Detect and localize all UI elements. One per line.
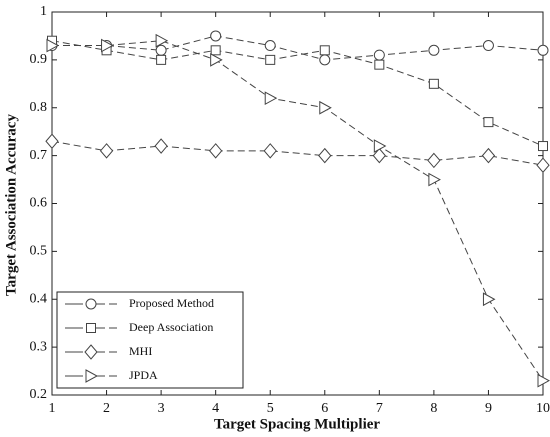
series-line xyxy=(51,40,544,147)
marker xyxy=(155,44,167,56)
y-tick-label: 0.6 xyxy=(30,196,48,211)
marker xyxy=(264,40,276,52)
marker xyxy=(46,38,60,53)
marker xyxy=(84,344,98,360)
y-tick-label: 0.5 xyxy=(30,244,48,259)
marker xyxy=(427,152,441,169)
marker xyxy=(210,30,222,42)
y-tick-label: 0.7 xyxy=(30,148,48,163)
marker xyxy=(373,49,385,61)
marker xyxy=(210,53,223,67)
x-tick-label: 9 xyxy=(485,401,492,416)
marker xyxy=(482,40,494,52)
x-tick-label: 3 xyxy=(158,401,165,416)
x-tick-label: 10 xyxy=(536,401,550,416)
x-axis-label: Target Spacing Multiplier xyxy=(214,416,380,432)
marker xyxy=(428,172,441,187)
marker xyxy=(481,147,496,164)
legend-label: Proposed Method xyxy=(129,296,214,310)
marker xyxy=(372,147,386,164)
marker xyxy=(210,45,221,56)
marker xyxy=(45,133,59,150)
marker xyxy=(86,323,96,333)
marker xyxy=(319,45,330,56)
series-line xyxy=(51,140,544,166)
marker xyxy=(154,138,168,154)
marker xyxy=(483,117,494,128)
marker xyxy=(536,157,550,173)
x-tick-label: 7 xyxy=(376,401,383,416)
marker xyxy=(265,54,276,65)
marker xyxy=(428,78,439,89)
marker xyxy=(373,139,387,153)
marker xyxy=(374,59,385,70)
legend-label: MHI xyxy=(129,344,152,358)
marker xyxy=(101,38,114,53)
marker xyxy=(428,44,440,56)
marker xyxy=(99,143,114,159)
series-line xyxy=(52,35,544,61)
marker xyxy=(264,91,278,106)
legend-label: JPDA xyxy=(129,368,158,382)
y-tick-label: 0.9 xyxy=(30,52,48,67)
marker xyxy=(155,33,169,48)
y-tick-label: 0.2 xyxy=(30,387,48,402)
series-line xyxy=(52,40,544,381)
marker xyxy=(209,143,223,159)
y-tick-label: 1 xyxy=(40,4,47,19)
marker xyxy=(537,44,549,56)
marker xyxy=(318,147,332,164)
marker xyxy=(537,373,550,388)
marker xyxy=(319,100,332,115)
marker xyxy=(85,298,97,310)
x-tick-label: 6 xyxy=(321,401,328,416)
x-tick-label: 5 xyxy=(267,401,274,416)
legend-label: Deep Association xyxy=(129,320,213,334)
x-tick-label: 1 xyxy=(49,401,56,416)
y-tick-label: 0.3 xyxy=(30,339,48,354)
x-tick-label: 8 xyxy=(430,401,437,416)
x-tick-label: 2 xyxy=(103,401,110,416)
y-tick-label: 0.8 xyxy=(30,100,48,115)
marker xyxy=(319,54,331,66)
marker xyxy=(482,292,496,307)
marker xyxy=(538,141,548,152)
marker xyxy=(156,54,167,65)
x-tick-label: 4 xyxy=(212,401,219,416)
marker xyxy=(85,369,99,383)
y-axis-label: Target Association Accuracy xyxy=(3,114,19,296)
marker xyxy=(263,143,277,159)
y-tick-label: 0.4 xyxy=(30,291,48,306)
